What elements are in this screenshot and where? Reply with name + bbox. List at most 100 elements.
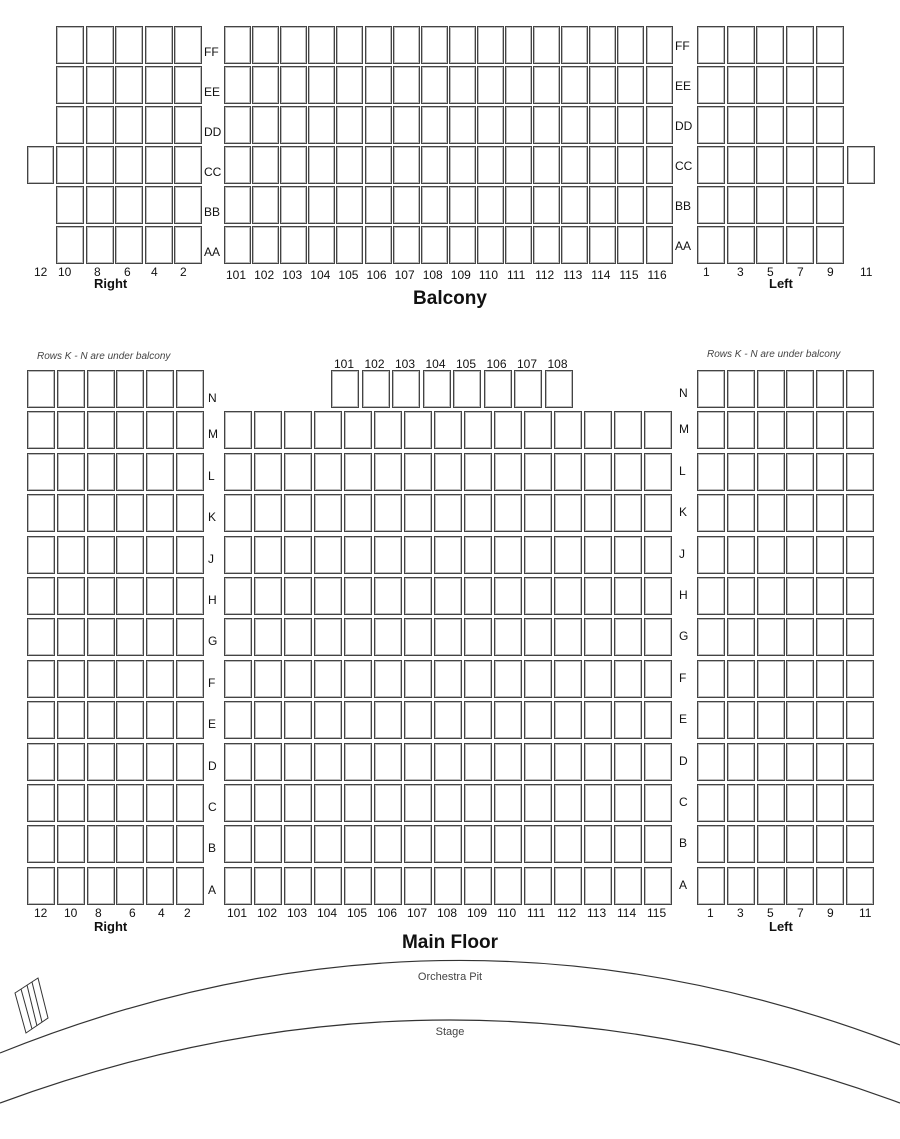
seat-balcony-center-AA[interactable] [420,226,448,264]
seat-main-center-G[interactable] [434,618,462,657]
seat-main-center-E[interactable] [254,701,282,740]
seat-main-right-G[interactable] [146,618,175,657]
seat-balcony-center-CC[interactable] [224,146,251,184]
seat-main-left-C[interactable] [786,784,815,822]
seat-balcony-center-CC[interactable] [589,146,617,184]
seat-balcony-center-AA[interactable] [505,226,532,264]
seat-main-center-D[interactable] [254,742,282,781]
seat-main-center-K[interactable] [464,494,492,533]
seat-balcony-center-EE[interactable] [280,66,308,104]
seat-main-center-M[interactable] [464,411,492,450]
seat-main-center-H[interactable] [314,577,342,615]
seat-main-left-M[interactable] [816,411,845,450]
seat-main-right-J[interactable] [116,535,145,574]
seat-balcony-center-DD[interactable] [505,106,532,144]
seat-main-center-G[interactable] [554,618,582,657]
seat-main-center-B[interactable] [524,825,552,864]
seat-balcony-center-FF[interactable] [336,26,364,64]
seat-balcony-center-DD[interactable] [364,106,392,144]
seat-main-left-G[interactable] [726,618,755,657]
seat-balcony-center-FF[interactable] [533,26,561,64]
seat-main-right-B[interactable] [86,825,115,864]
seat-main-left-M[interactable] [786,411,815,450]
seat-main-left-G[interactable] [786,618,815,657]
seat-balcony-right-FF[interactable] [85,26,114,64]
seat-main-center-L[interactable] [524,452,552,491]
seat-balcony-center-CC[interactable] [336,146,364,184]
seat-main-center-E[interactable] [494,701,522,740]
seat-balcony-center-FF[interactable] [392,26,420,64]
seat-main-left-E[interactable] [726,701,755,740]
seat-balcony-center-FF[interactable] [364,26,392,64]
seat-balcony-center-BB[interactable] [533,186,561,224]
seat-main-right-N[interactable] [86,370,115,408]
seat-main-center-B[interactable] [284,825,312,864]
seat-balcony-center-BB[interactable] [364,186,392,224]
seat-balcony-center-AA[interactable] [533,226,561,264]
seat-main-center-M[interactable] [284,411,312,450]
seat-balcony-center-BB[interactable] [224,186,251,224]
seat-main-left-C[interactable] [846,784,874,822]
seat-main-left-J[interactable] [816,535,845,574]
seat-main-center-D[interactable] [614,742,642,781]
seat-main-center-M[interactable] [494,411,522,450]
seat-main-right-D[interactable] [146,742,175,781]
seat-main-right-N[interactable] [56,370,85,408]
seat-main-center-F[interactable] [344,659,372,698]
seat-main-center-L[interactable] [494,452,522,491]
seat-main-center-C[interactable] [284,784,312,822]
seat-balcony-center-BB[interactable] [336,186,364,224]
seat-balcony-center-DD[interactable] [476,106,504,144]
seat-balcony-left-FF[interactable] [756,26,785,64]
seat-main-left-D[interactable] [697,742,725,781]
seat-main-center-K[interactable] [644,494,672,533]
seat-main-center-F[interactable] [254,659,282,698]
seat-main-left-K[interactable] [756,494,785,533]
seat-main-right-F[interactable] [56,659,85,698]
seat-balcony-left-AA[interactable] [815,226,844,264]
seat-balcony-center-EE[interactable] [392,66,420,104]
seat-balcony-right-DD[interactable] [144,106,173,144]
seat-balcony-center-FF[interactable] [476,26,504,64]
seat-main-center-D[interactable] [374,742,402,781]
seat-main-right-E[interactable] [116,701,145,740]
seat-balcony-right-EE[interactable] [85,66,114,104]
seat-balcony-right-FF[interactable] [144,26,173,64]
seat-main-center-G[interactable] [614,618,642,657]
seat-balcony-center-AA[interactable] [364,226,392,264]
seat-main-center-G[interactable] [524,618,552,657]
seat-main-center-A[interactable] [524,866,552,905]
seat-main-right-E[interactable] [86,701,115,740]
seat-balcony-left-DD[interactable] [726,106,755,144]
seat-main-right-F[interactable] [27,659,55,698]
seat-balcony-right-CC[interactable] [115,146,143,184]
seat-main-right-A[interactable] [146,866,175,905]
seat-main-center-E[interactable] [464,701,492,740]
seat-balcony-center-EE[interactable] [308,66,336,104]
seat-balcony-center-FF[interactable] [561,26,589,64]
seat-balcony-center-FF[interactable] [617,26,645,64]
seat-main-left-J[interactable] [786,535,815,574]
seat-balcony-right-CC[interactable] [56,146,84,184]
seat-main-center-G[interactable] [494,618,522,657]
seat-main-right-L[interactable] [176,452,204,491]
seat-main-left-N[interactable] [786,370,815,408]
seat-main-center-K[interactable] [494,494,522,533]
seat-balcony-center-EE[interactable] [561,66,589,104]
seat-balcony-left-AA[interactable] [786,226,815,264]
seat-main-center-J[interactable] [464,535,492,574]
seat-balcony-center-EE[interactable] [336,66,364,104]
seat-balcony-center-CC[interactable] [533,146,561,184]
seat-main-center-G[interactable] [224,618,252,657]
seat-main-center-F[interactable] [644,659,672,698]
seat-balcony-right-BB[interactable] [85,186,114,224]
seat-main-right-M[interactable] [176,411,204,450]
seat-main-center-G[interactable] [284,618,312,657]
seat-main-center-B[interactable] [434,825,462,864]
seat-main-left-K[interactable] [816,494,845,533]
seat-balcony-left-BB[interactable] [815,186,844,224]
seat-main-center-J[interactable] [224,535,252,574]
seat-balcony-center-EE[interactable] [420,66,448,104]
seat-main-center-M[interactable] [254,411,282,450]
seat-main-left-N[interactable] [816,370,845,408]
